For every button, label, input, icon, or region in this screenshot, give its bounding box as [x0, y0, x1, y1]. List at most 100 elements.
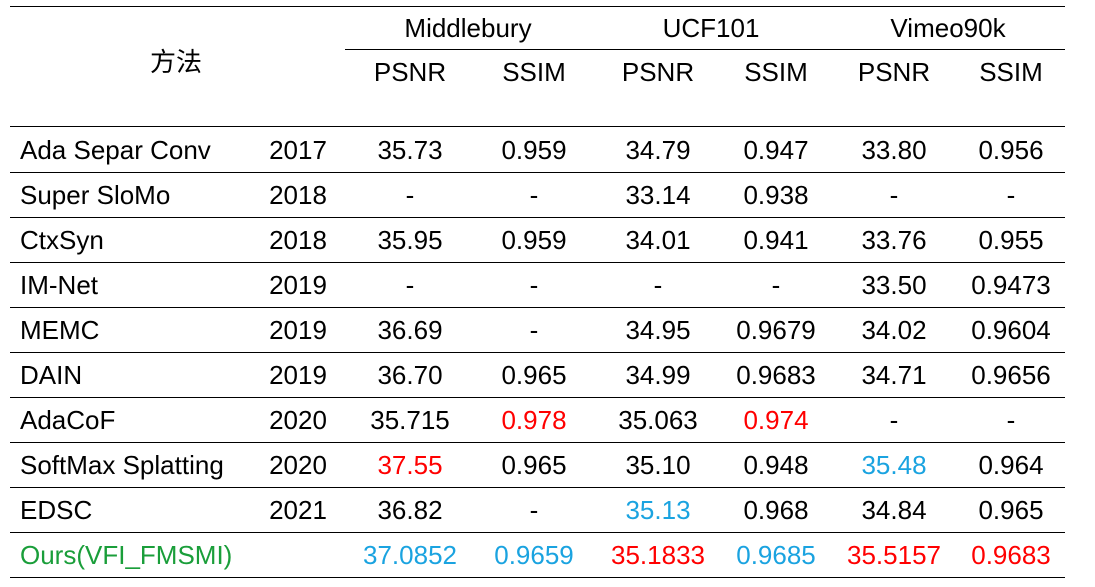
metric-header: PSNR	[857, 57, 931, 87]
year-cell: 2020	[269, 450, 327, 480]
value-cell: 34.71	[861, 360, 927, 390]
row-rule	[10, 487, 1065, 488]
dataset-header: Vimeo90k	[890, 13, 1006, 43]
value-cell: 0.9604	[971, 315, 1051, 345]
metric-header: SSIM	[502, 57, 566, 87]
row-rule	[10, 397, 1065, 398]
method-cell: MEMC	[20, 315, 100, 345]
value-cell: -	[529, 495, 539, 525]
method-cell: Ours(VFI_FMSMI)	[20, 540, 233, 570]
metric-header: PSNR	[373, 57, 447, 87]
method-cell: CtxSyn	[20, 225, 104, 255]
top-rule	[10, 6, 1065, 7]
year-cell: 2020	[269, 405, 327, 435]
value-cell: 0.965	[501, 360, 567, 390]
year-cell: 2018	[269, 225, 327, 255]
method-cell: AdaCoF	[20, 405, 116, 435]
value-cell: 0.9683	[736, 360, 816, 390]
value-cell: 0.955	[978, 225, 1044, 255]
method-header: 方法	[149, 47, 203, 77]
value-cell: 37.0852	[363, 540, 457, 570]
value-cell: 0.974	[743, 405, 809, 435]
value-cell: 34.02	[861, 315, 927, 345]
value-cell: -	[1006, 405, 1016, 435]
metric-header: PSNR	[621, 57, 695, 87]
value-cell: 35.5157	[847, 540, 941, 570]
value-cell: 0.9685	[736, 540, 816, 570]
value-cell: -	[889, 405, 899, 435]
value-cell: 0.965	[978, 495, 1044, 525]
value-cell: -	[529, 315, 539, 345]
value-cell: 34.99	[625, 360, 691, 390]
value-cell: 33.76	[861, 225, 927, 255]
value-cell: -	[405, 270, 415, 300]
dataset-header: Middlebury	[404, 13, 532, 43]
method-cell: Ada Separ Conv	[20, 135, 211, 165]
row-rule	[10, 307, 1065, 308]
value-cell: 0.978	[501, 405, 567, 435]
value-cell: 0.9679	[736, 315, 816, 345]
year-cell: 2021	[269, 495, 327, 525]
value-cell: 0.965	[501, 450, 567, 480]
value-cell: -	[771, 270, 781, 300]
method-cell: DAIN	[20, 360, 83, 390]
value-cell: 0.959	[501, 225, 567, 255]
row-rule	[10, 442, 1065, 443]
value-cell: 0.9683	[971, 540, 1051, 570]
row-rule	[10, 577, 1065, 578]
value-cell: 35.95	[377, 225, 443, 255]
metric-header: SSIM	[979, 57, 1043, 87]
row-rule	[10, 217, 1065, 218]
method-cell: IM-Net	[20, 270, 98, 300]
row-rule	[10, 352, 1065, 353]
value-cell: 0.941	[743, 225, 809, 255]
value-cell: -	[653, 270, 663, 300]
value-cell: 0.968	[743, 495, 809, 525]
value-cell: 0.9473	[971, 270, 1051, 300]
method-cell: SoftMax Splatting	[20, 450, 224, 480]
value-cell: 37.55	[377, 450, 443, 480]
value-cell: 35.10	[625, 450, 691, 480]
value-cell: 0.947	[743, 135, 809, 165]
year-cell: 2018	[269, 180, 327, 210]
value-cell: 33.50	[861, 270, 927, 300]
value-cell: 0.964	[978, 450, 1044, 480]
value-cell: 0.938	[743, 180, 809, 210]
year-cell: 2019	[269, 315, 327, 345]
header-bottom-rule	[10, 126, 1065, 127]
year-cell: 2019	[269, 270, 327, 300]
row-rule	[10, 172, 1065, 173]
value-cell: 36.69	[377, 315, 443, 345]
value-cell: 0.956	[978, 135, 1044, 165]
value-cell: -	[889, 180, 899, 210]
value-cell: 36.82	[377, 495, 443, 525]
value-cell: -	[529, 270, 539, 300]
dataset-header: UCF101	[662, 13, 760, 43]
method-cell: Super SloMo	[20, 180, 171, 210]
year-cell: 2017	[269, 135, 327, 165]
value-cell: 0.948	[743, 450, 809, 480]
value-cell: 36.70	[377, 360, 443, 390]
value-cell: 34.84	[861, 495, 927, 525]
value-cell: 0.9659	[494, 540, 574, 570]
value-cell: -	[405, 180, 415, 210]
value-cell: 35.1833	[611, 540, 705, 570]
value-cell: 34.95	[625, 315, 691, 345]
row-rule	[10, 262, 1065, 263]
dataset-underline	[345, 49, 1065, 50]
value-cell: 35.063	[618, 405, 698, 435]
value-cell: 35.48	[861, 450, 927, 480]
metric-header: SSIM	[744, 57, 808, 87]
value-cell: 33.80	[861, 135, 927, 165]
value-cell: -	[529, 180, 539, 210]
value-cell: 0.9656	[971, 360, 1051, 390]
row-rule	[10, 532, 1065, 533]
year-cell: 2019	[269, 360, 327, 390]
value-cell: 0.959	[501, 135, 567, 165]
value-cell: -	[1006, 180, 1016, 210]
value-cell: 34.01	[625, 225, 691, 255]
value-cell: 35.13	[625, 495, 691, 525]
value-cell: 35.715	[370, 405, 450, 435]
method-cell: EDSC	[20, 495, 93, 525]
